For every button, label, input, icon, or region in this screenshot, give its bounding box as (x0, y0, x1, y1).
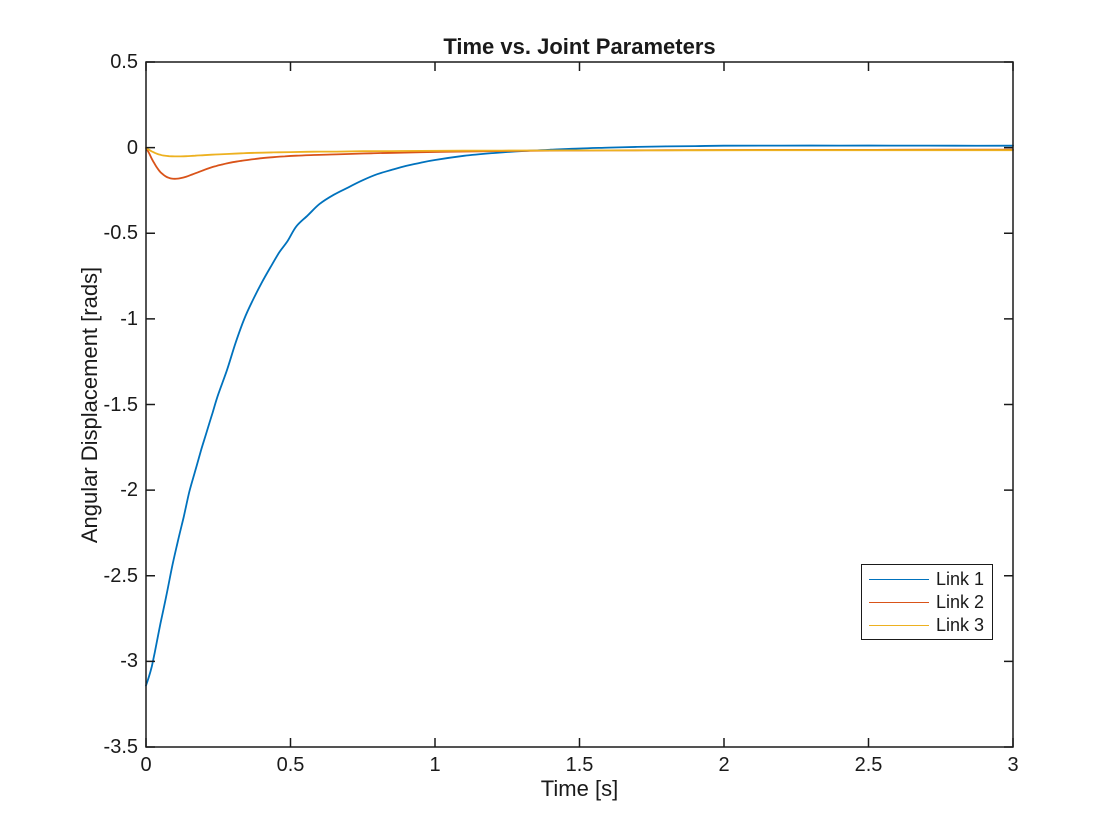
x-tick-label: 0 (140, 754, 152, 776)
legend-item-link-3: Link 3 (862, 614, 992, 637)
x-tick-label: 2.5 (854, 754, 883, 776)
y-tick-label: -2 (120, 479, 138, 502)
legend-item-link-1: Link 1 (862, 568, 992, 591)
x-tick-label: 1 (429, 754, 441, 776)
x-tick-label: 3 (1007, 754, 1019, 776)
y-tick-label: 0.5 (110, 51, 138, 73)
y-tick-label: -3 (120, 650, 138, 673)
series-line-link-3 (145, 146, 1014, 158)
y-tick-label: -0.5 (103, 222, 138, 245)
y-tick-label: -3.5 (103, 736, 138, 758)
x-axis-label: Time [s] (540, 776, 619, 801)
legend-line-swatch-link-3 (869, 624, 929, 626)
legend-item-link-2: Link 2 (862, 591, 992, 614)
legend: Link 1 Link 2 Link 3 (861, 564, 993, 640)
legend-label-link-2: Link 2 (936, 591, 985, 612)
x-tick-label: 1.5 (565, 754, 594, 776)
legend-label-link-1: Link 1 (936, 568, 985, 589)
x-tick-label: 0.5 (276, 754, 305, 776)
y-tick-label: -1 (120, 307, 138, 330)
axes-box (145, 61, 1014, 748)
chart-title: Time vs. Joint Parameters (443, 34, 716, 59)
legend-line-swatch-link-1 (869, 578, 929, 580)
x-tick-label: 2 (718, 754, 730, 776)
legend-line-swatch-link-2 (869, 601, 929, 603)
y-tick-label: 0 (126, 136, 138, 159)
series-line-link-1 (145, 144, 1014, 687)
legend-label-link-3: Link 3 (936, 614, 985, 635)
y-tick-label: -1.5 (103, 393, 138, 416)
y-tick-label: -2.5 (103, 564, 138, 587)
